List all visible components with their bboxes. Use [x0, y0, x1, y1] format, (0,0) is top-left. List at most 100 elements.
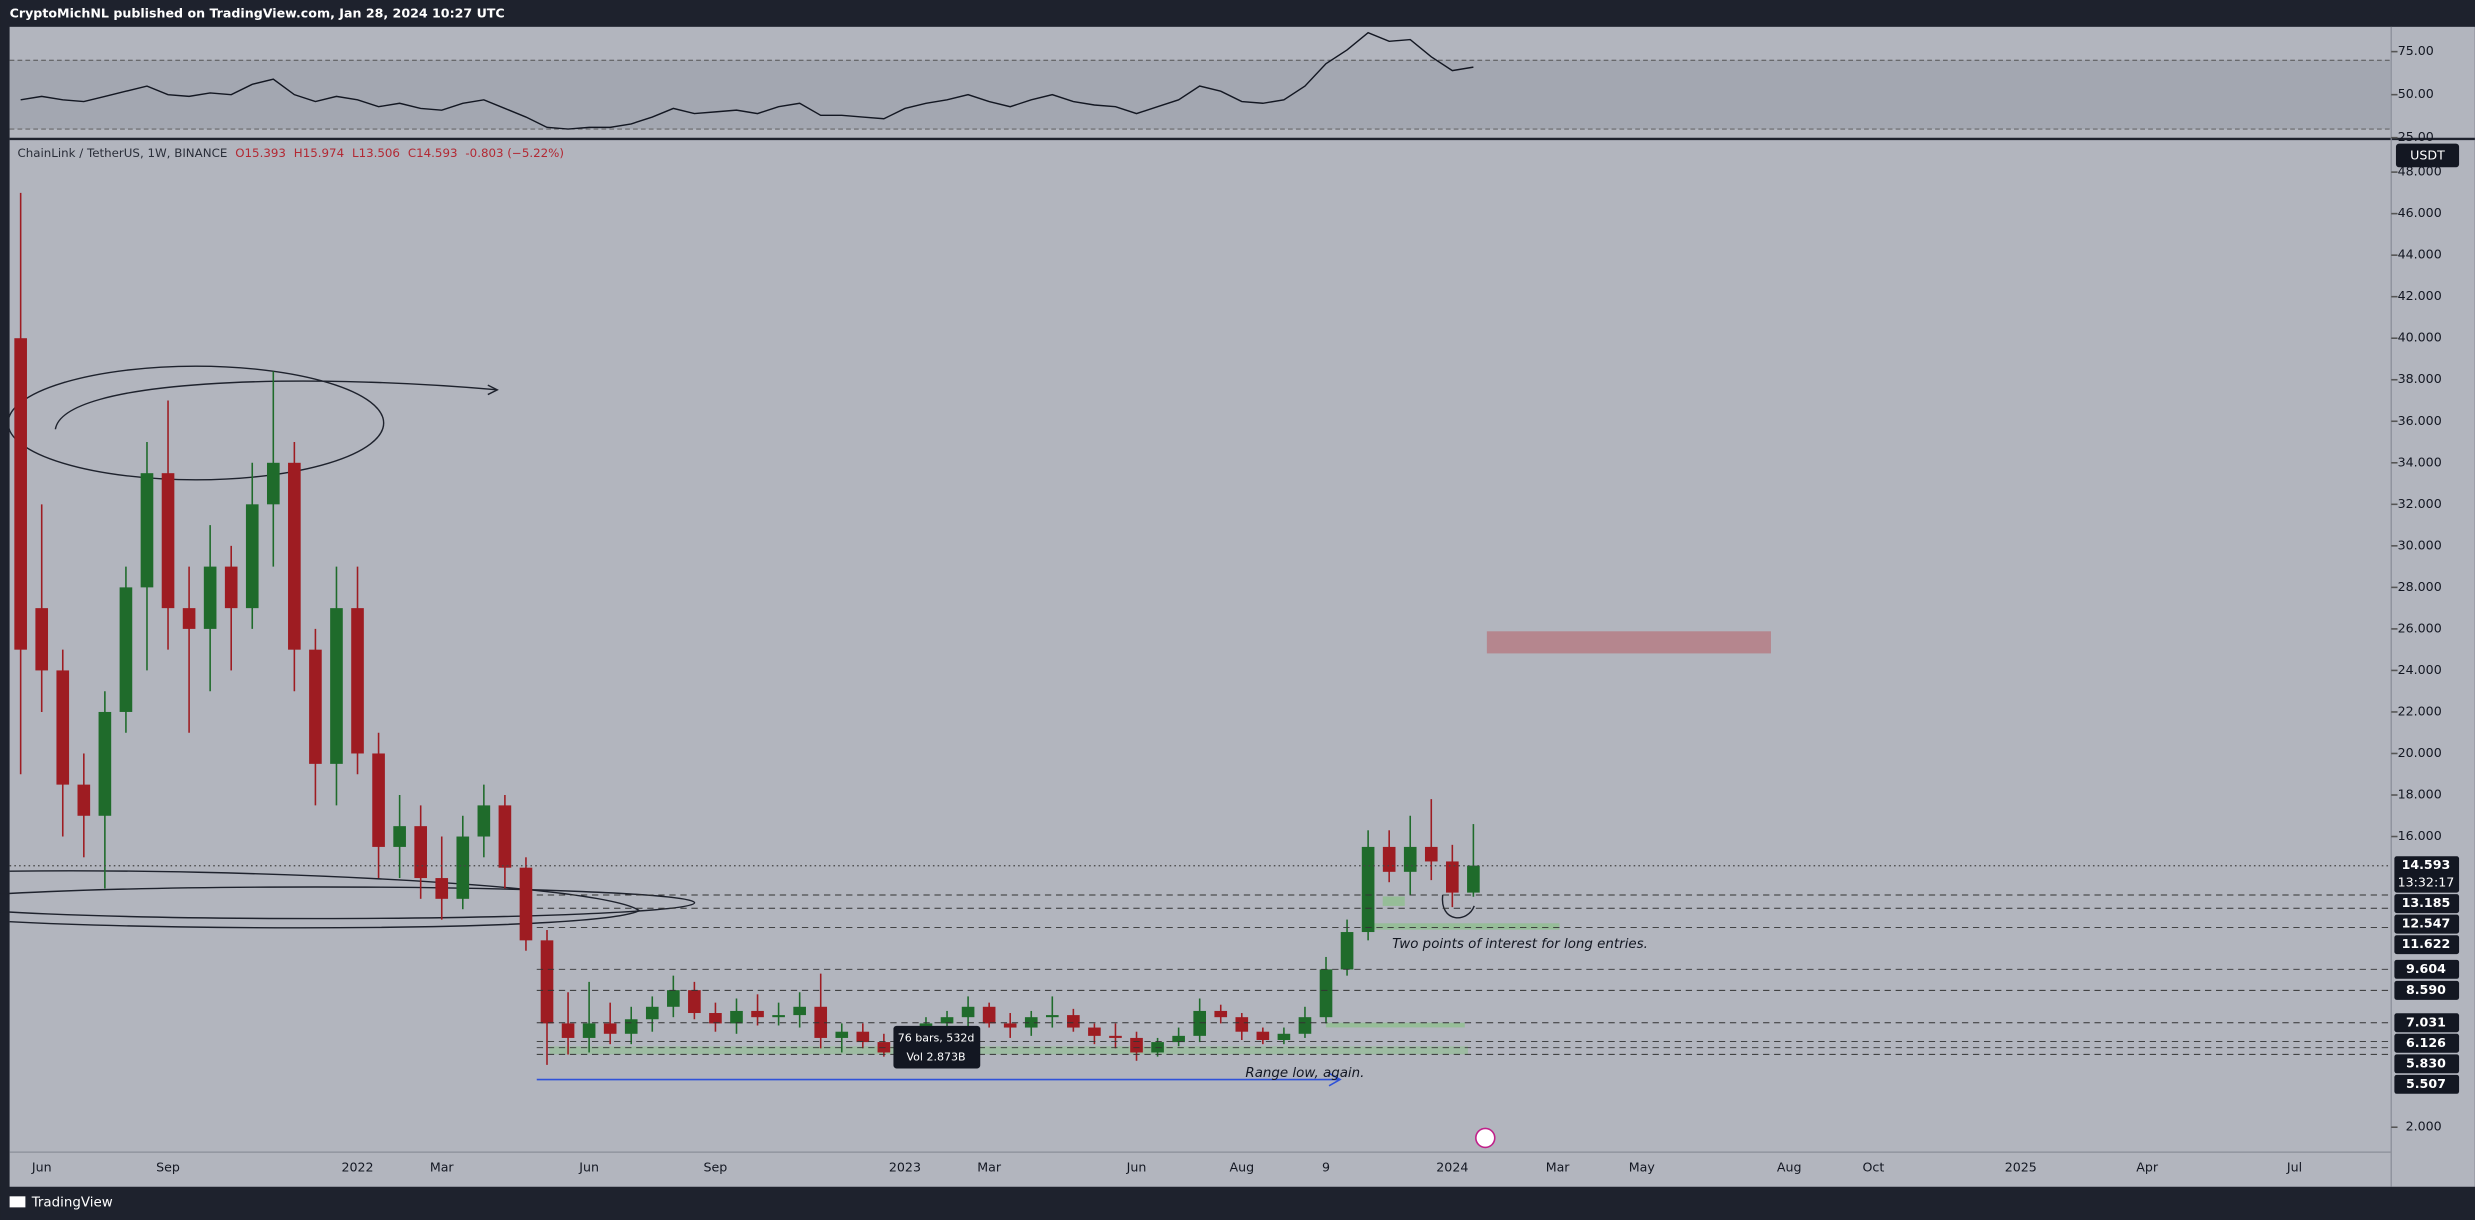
ellipse-drawing: [7, 365, 385, 481]
candle-body: [1382, 846, 1396, 872]
y-tick-label: 18.000: [2398, 787, 2442, 802]
x-tick-label: May: [1629, 1159, 1656, 1174]
price-tag-label: 7.031: [2406, 1014, 2446, 1029]
x-tick-label: 2024: [1436, 1159, 1468, 1174]
candle-body: [814, 1006, 828, 1038]
candle-body: [1256, 1031, 1270, 1041]
ellipse-drawing: [0, 886, 696, 920]
candle-body: [119, 587, 133, 712]
rsi-tick-label: 75.00: [2398, 43, 2434, 58]
y-tick-label: 24.000: [2398, 662, 2442, 677]
price-tag-label: 5.830: [2406, 1055, 2446, 1070]
y-tick-label: 38.000: [2398, 371, 2442, 386]
candle-body: [1340, 932, 1354, 970]
ohlc-value: L13.506: [352, 146, 400, 160]
candle-body: [414, 826, 427, 879]
measure-tooltip: [893, 1025, 981, 1069]
price-tag: [2394, 856, 2460, 893]
price-tag: [2394, 1033, 2460, 1053]
price-tag: [2394, 1074, 2460, 1094]
candle-body: [56, 670, 70, 785]
tooltip-line: 76 bars, 532d: [898, 1031, 975, 1044]
price-tag-label: 8.590: [2406, 982, 2446, 997]
candle-body: [1214, 1010, 1228, 1018]
x-tick-label: 2022: [341, 1159, 373, 1174]
candle-body: [330, 608, 343, 764]
price-tag-label: 6.126: [2406, 1035, 2446, 1050]
candle-body: [182, 608, 196, 629]
candle-body: [730, 1010, 743, 1024]
y-tick-label: 20.000: [2398, 745, 2442, 760]
x-tick-label: Jun: [578, 1159, 599, 1174]
candle-body: [477, 805, 491, 837]
rsi-line: [20, 31, 1474, 130]
drawings: [0, 365, 1475, 929]
arrow-head: [487, 384, 499, 396]
candle-body: [161, 473, 175, 609]
candle-body: [1003, 1023, 1017, 1028]
countdown-label: 13:32:17: [2398, 875, 2455, 890]
price-tag-label: 11.622: [2402, 936, 2451, 951]
y-tick-label: 40.000: [2398, 330, 2442, 345]
candle-body: [266, 462, 280, 505]
y-tick-label: 36.000: [2398, 413, 2442, 428]
x-tick-label: 2023: [889, 1159, 921, 1174]
candle-body: [98, 711, 112, 816]
candle-body: [1193, 1010, 1206, 1036]
target-zone: [1486, 631, 1771, 654]
candle-body: [603, 1023, 617, 1034]
price-tag: [2394, 980, 2460, 1000]
x-tick-label: 2025: [2005, 1159, 2037, 1174]
price-tag: [2394, 894, 2460, 914]
annotation: Range low, again.: [1245, 1066, 1364, 1081]
support-zone: [1382, 896, 1405, 906]
ohlc-value: O15.393: [235, 146, 286, 160]
candle-body: [1446, 861, 1459, 893]
price-tag-label: 14.593: [2402, 857, 2451, 872]
y-tick-label: 26.000: [2398, 620, 2442, 635]
candle-body: [393, 826, 406, 847]
price-tag-label: 13.185: [2402, 895, 2451, 910]
price-tag: [2394, 935, 2460, 955]
y-tick-label: 2.000: [2406, 1119, 2442, 1134]
candle-body: [1045, 1015, 1059, 1018]
candle-body: [203, 566, 217, 629]
candle-body: [1403, 846, 1417, 872]
price-tag: [2394, 1054, 2460, 1074]
y-tick-label: 30.000: [2398, 537, 2442, 552]
y-tick-label: 46.000: [2398, 205, 2442, 220]
x-tick-label: Mar: [430, 1159, 455, 1174]
candle-body: [309, 649, 322, 764]
candle-body: [624, 1019, 638, 1034]
price-tag-label: 5.507: [2406, 1076, 2446, 1091]
support-zone: [1366, 923, 1560, 930]
candle-body: [1467, 865, 1480, 893]
candle-body: [751, 1010, 764, 1018]
x-tick-label: Sep: [704, 1159, 728, 1174]
y-tick-label: 34.000: [2398, 454, 2442, 469]
tooltip-line: Vol 2.873B: [906, 1050, 965, 1063]
x-tick-label: Aug: [1229, 1159, 1254, 1174]
candle-body: [14, 338, 27, 650]
footer-brand: TradingView: [31, 1196, 113, 1211]
y-tick-label: 42.000: [2398, 288, 2442, 303]
candle-body: [667, 990, 680, 1007]
candle-body: [245, 504, 259, 609]
y-tick-label: 28.000: [2398, 579, 2442, 594]
x-tick-label: Oct: [1863, 1159, 1885, 1174]
x-tick-label: Apr: [2136, 1159, 2159, 1174]
candle-body: [1024, 1017, 1038, 1028]
x-tick-label: Sep: [156, 1159, 180, 1174]
brand-logo: [9, 1196, 26, 1208]
support-zone: [1325, 1022, 1465, 1028]
candle-body: [140, 473, 154, 588]
candle-body: [519, 867, 533, 941]
currency-label: USDT: [2410, 148, 2445, 163]
curve-drawing: [1441, 894, 1475, 919]
candle-body: [1088, 1027, 1101, 1036]
candle-body: [961, 1006, 975, 1018]
candle-body: [351, 608, 364, 754]
candle-body: [1298, 1017, 1312, 1034]
candle-body: [582, 1023, 596, 1038]
